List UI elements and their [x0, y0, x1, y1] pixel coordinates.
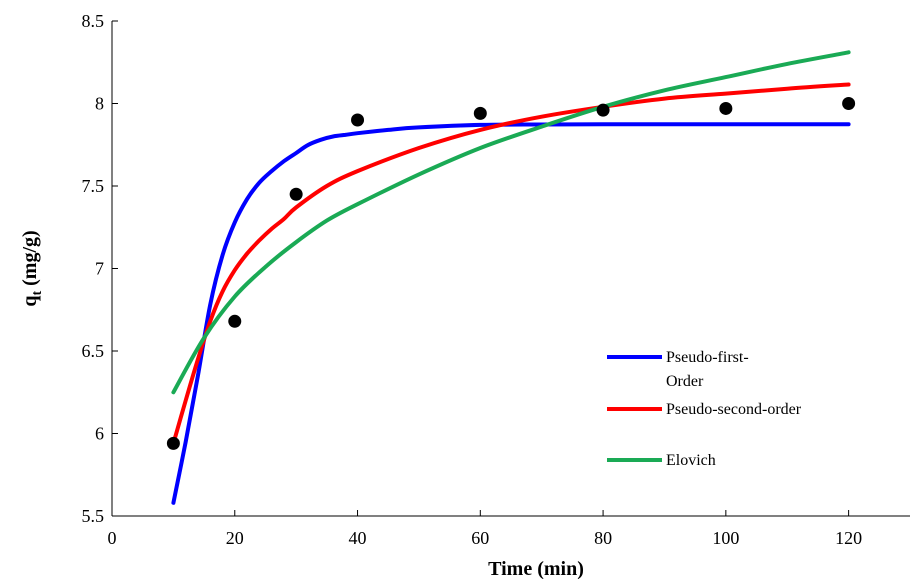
fit-curves — [171, 50, 851, 505]
x-tick-label: 80 — [594, 528, 612, 548]
y-axis-ticks: 5.5 6 6.5 7 7.5 8 8.5 — [82, 11, 118, 526]
y-axis-title-main: q — [19, 296, 41, 307]
data-point — [166, 436, 180, 450]
series-line-0 — [171, 122, 851, 505]
y-tick-label: 7 — [95, 259, 104, 279]
y-tick-label: 6 — [95, 424, 104, 444]
y-tick-label: 7.5 — [82, 176, 105, 196]
data-point — [228, 314, 242, 328]
y-axis-title-unit: (mg/g) — [19, 230, 41, 291]
x-tick-label: 100 — [712, 528, 739, 548]
legend-label-0: Pseudo-first- — [666, 349, 749, 366]
data-point — [719, 101, 733, 115]
legend-label-2: Elovich — [666, 452, 716, 469]
y-axis-title-subscript: t — [30, 291, 45, 296]
x-tick-label: 0 — [108, 528, 117, 548]
data-point — [596, 103, 610, 117]
series-line-1 — [171, 82, 851, 446]
y-tick-label: 5.5 — [82, 506, 105, 526]
y-tick-label: 8 — [95, 94, 104, 114]
legend: Pseudo-first- Order Pseudo-second-order Elo… — [607, 349, 802, 469]
data-point — [289, 187, 303, 201]
x-tick-label: 20 — [226, 528, 244, 548]
x-axis-title: Time (min) — [488, 558, 584, 579]
data-point — [473, 106, 487, 120]
y-axis-title: qt (mg/g) — [19, 230, 45, 306]
legend-label-1: Pseudo-second-order — [666, 401, 802, 418]
y-tick-label: 8.5 — [82, 11, 105, 31]
data-point — [351, 113, 365, 127]
data-point — [842, 97, 856, 110]
x-tick-label: 60 — [471, 528, 489, 548]
x-tick-label: 40 — [349, 528, 367, 548]
plot-frame — [111, 21, 910, 517]
y-tick-label: 6.5 — [82, 341, 105, 361]
x-tick-label: 120 — [835, 528, 862, 548]
legend-label-0: Order — [666, 373, 704, 390]
experimental-points — [166, 97, 856, 450]
series-line-2 — [171, 50, 851, 395]
x-axis-ticks: 0 20 40 60 80 100 120 — [108, 510, 862, 548]
